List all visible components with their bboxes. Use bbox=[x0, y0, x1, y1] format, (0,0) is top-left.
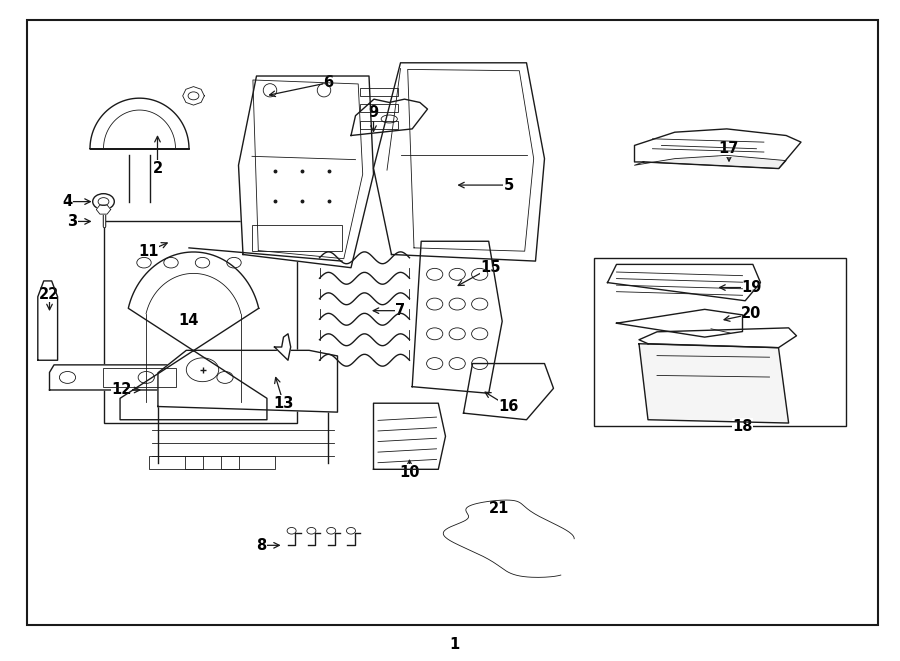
Polygon shape bbox=[90, 98, 189, 149]
Polygon shape bbox=[238, 76, 374, 268]
Text: 4: 4 bbox=[62, 194, 73, 209]
Text: 3: 3 bbox=[67, 214, 77, 229]
Text: 8: 8 bbox=[256, 538, 266, 553]
Text: 13: 13 bbox=[274, 396, 293, 410]
Polygon shape bbox=[183, 87, 204, 105]
Text: 18: 18 bbox=[733, 419, 752, 434]
Text: 19: 19 bbox=[742, 280, 761, 295]
Bar bbox=[104, 368, 176, 387]
Polygon shape bbox=[412, 241, 502, 393]
Text: 20: 20 bbox=[742, 307, 761, 321]
Text: 12: 12 bbox=[112, 383, 131, 397]
Bar bbox=[220, 456, 274, 469]
Polygon shape bbox=[608, 264, 760, 301]
Text: 10: 10 bbox=[400, 465, 419, 480]
Polygon shape bbox=[639, 344, 788, 423]
Text: 21: 21 bbox=[490, 502, 509, 516]
Bar bbox=[148, 456, 202, 469]
Text: 5: 5 bbox=[503, 178, 514, 192]
Bar bbox=[360, 121, 398, 129]
Polygon shape bbox=[464, 364, 554, 420]
Text: 7: 7 bbox=[395, 303, 406, 318]
Polygon shape bbox=[274, 334, 291, 360]
Bar bbox=[594, 258, 846, 426]
Polygon shape bbox=[158, 350, 338, 412]
Bar bbox=[252, 225, 342, 251]
Polygon shape bbox=[616, 309, 742, 337]
Bar bbox=[184, 456, 239, 469]
Text: 11: 11 bbox=[139, 244, 158, 258]
Polygon shape bbox=[634, 129, 801, 169]
Text: 15: 15 bbox=[481, 260, 500, 275]
Polygon shape bbox=[374, 403, 446, 469]
Bar bbox=[104, 221, 297, 423]
Polygon shape bbox=[50, 365, 243, 390]
Polygon shape bbox=[639, 328, 796, 348]
Text: 17: 17 bbox=[719, 141, 739, 156]
Text: 9: 9 bbox=[368, 105, 379, 120]
Bar bbox=[360, 88, 398, 96]
Text: 14: 14 bbox=[179, 313, 199, 328]
Polygon shape bbox=[374, 63, 544, 261]
Polygon shape bbox=[96, 205, 111, 214]
Bar bbox=[360, 104, 398, 112]
Polygon shape bbox=[120, 252, 267, 420]
Polygon shape bbox=[38, 281, 58, 360]
Polygon shape bbox=[351, 99, 428, 136]
Text: 16: 16 bbox=[499, 399, 518, 414]
Text: 1: 1 bbox=[449, 637, 460, 652]
Text: 2: 2 bbox=[152, 161, 163, 176]
Circle shape bbox=[93, 194, 114, 210]
Text: 22: 22 bbox=[40, 287, 59, 301]
Text: 6: 6 bbox=[323, 75, 334, 90]
Polygon shape bbox=[634, 155, 787, 169]
